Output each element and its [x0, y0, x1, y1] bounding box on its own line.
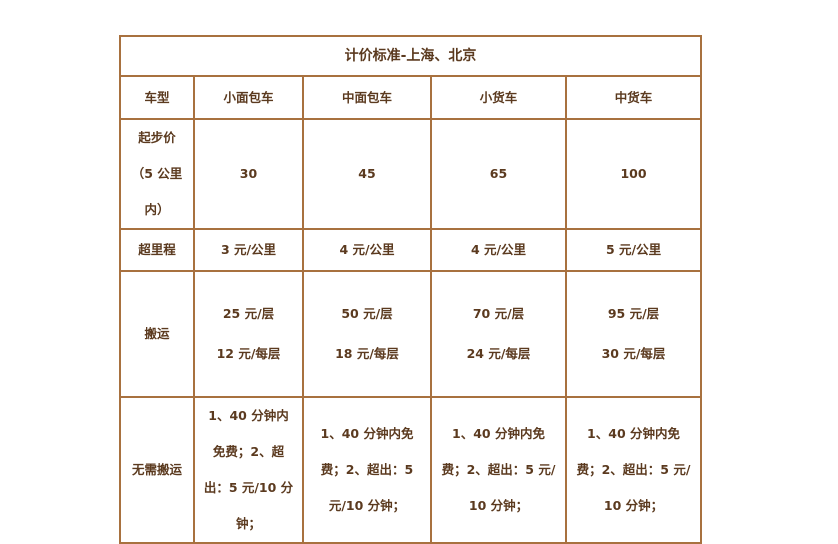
header-cell: 中面包车: [302, 75, 432, 120]
table-cell: 100: [564, 118, 703, 230]
table-cell: 70 元/层 24 元/每层: [430, 270, 567, 398]
cell-line: 70 元/层: [472, 306, 525, 321]
page: 计价标准-上海、北京 车型 小面包车 中面包车 小货车 中货车 起步价（5 公里内） 30 4…: [118, 35, 703, 544]
table-cell: 95 元/层 30 元/每层: [564, 270, 703, 398]
row-header: 无需搬运: [119, 396, 195, 544]
table-row: 无需搬运 1、40 分钟内免费；2、超出：5 元/10 分钟； 1、40 分钟内免费…: [119, 396, 703, 544]
header-cell: 车型: [119, 75, 195, 120]
header-cell: 小货车: [430, 75, 567, 120]
cell-line: 25 元/层: [222, 306, 275, 321]
table-cell: 30: [193, 118, 304, 230]
row-header: 搬运: [119, 270, 195, 398]
header-cell: 小面包车: [193, 75, 304, 120]
row-header: 超里程: [119, 228, 195, 272]
table-cell: 1、40 分钟内免费；2、超出：5 元/10 分钟；: [430, 396, 567, 544]
price-table: 计价标准-上海、北京 车型 小面包车 中面包车 小货车 中货车 起步价（5 公里内） 30 4…: [118, 35, 703, 544]
table-body: 计价标准-上海、北京 车型 小面包车 中面包车 小货车 中货车 起步价（5 公里内） 30 4…: [118, 35, 703, 544]
table-row: 起步价（5 公里内） 30 45 65 100: [119, 118, 703, 230]
table-cell: 1、40 分钟内免费；2、超出：5 元/10 分钟；: [564, 396, 703, 544]
table-cell: 1、40 分钟内免费；2、超出：5 元/10 分钟；: [302, 396, 432, 544]
table-cell: 1、40 分钟内免费；2、超出：5 元/10 分钟；: [193, 396, 304, 544]
header-cell: 中货车: [564, 75, 703, 120]
table-row: 超里程 3 元/公里 4 元/公里 4 元/公里 5 元/公里: [119, 228, 703, 272]
header-row: 车型 小面包车 中面包车 小货车 中货车: [119, 75, 703, 120]
table-cell: 5 元/公里: [564, 228, 703, 272]
cell-line: 18 元/每层: [335, 346, 399, 361]
table-cell: 50 元/层 18 元/每层: [302, 270, 432, 398]
table-cell: 4 元/公里: [430, 228, 567, 272]
cell-line: 24 元/每层: [466, 346, 531, 361]
table-cell: 65: [430, 118, 567, 230]
cell-line: 30 元/每层: [601, 346, 666, 361]
cell-line: 50 元/层: [341, 306, 393, 321]
cell-line: 12 元/每层: [216, 346, 281, 361]
row-header: 起步价（5 公里内）: [119, 118, 195, 230]
table-title: 计价标准-上海、北京: [118, 35, 703, 77]
cell-line: 95 元/层: [607, 306, 660, 321]
title-row: 计价标准-上海、北京: [118, 35, 703, 77]
table-cell: 25 元/层 12 元/每层: [193, 270, 304, 398]
table-cell: 4 元/公里: [302, 228, 432, 272]
table-row: 搬运 25 元/层 12 元/每层 50 元/层 18 元/每层 70 元/层 24 元/每…: [119, 270, 703, 398]
table-cell: 45: [302, 118, 432, 230]
table-cell: 3 元/公里: [193, 228, 304, 272]
